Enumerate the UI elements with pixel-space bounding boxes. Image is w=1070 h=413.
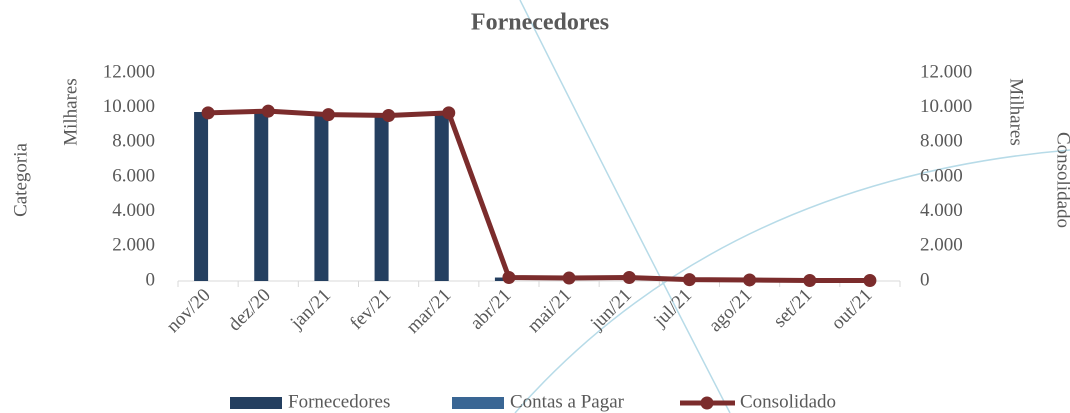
y-tick-label: 4.000: [112, 200, 155, 221]
x-tick-label: fev/21: [346, 285, 395, 334]
x-tick-label: out/21: [827, 285, 876, 334]
line-marker: [442, 106, 456, 120]
x-tick-label: jun/21: [586, 285, 636, 335]
y2-tick-label: 8.000: [920, 131, 963, 152]
y-tick-label: 6.000: [112, 165, 155, 186]
line-marker: [261, 104, 275, 118]
line: [208, 108, 870, 283]
bar: [494, 277, 509, 281]
line-marker: [743, 273, 757, 287]
bar: [434, 112, 449, 281]
y-tick-label: 10.000: [103, 96, 155, 117]
x-tick-label: nov/20: [163, 285, 215, 337]
y2-tick-label: 6.000: [920, 165, 963, 186]
y-tick-label: 8.000: [112, 131, 155, 152]
line-marker: [803, 273, 817, 287]
line-marker: [201, 106, 215, 120]
line-marker: [682, 273, 696, 287]
line-marker: [382, 108, 396, 122]
legend-swatch: [230, 397, 282, 409]
x-tick-label: jul/21: [649, 285, 696, 332]
y-tick-label: 12.000: [103, 61, 155, 82]
line-marker: [863, 273, 877, 287]
y2-tick-label: 0: [920, 269, 930, 290]
y-tick-label: 2.000: [112, 235, 155, 256]
bar: [254, 111, 269, 281]
y2-tick-label: 2.000: [920, 235, 963, 256]
bar: [194, 112, 209, 281]
line-marker: [562, 271, 576, 285]
x-tick-label: abr/21: [466, 285, 515, 334]
legend-swatch: [452, 397, 504, 409]
y-axis-label: Categoria: [10, 143, 31, 217]
decor-curve: [519, 0, 731, 413]
legend-swatch: [700, 396, 714, 410]
x-tick-label: mar/21: [402, 285, 455, 338]
line-marker: [321, 108, 335, 122]
legend-label: Consolidado: [740, 391, 836, 412]
x-tick-label: ago/21: [705, 285, 756, 336]
line-marker: [622, 271, 636, 285]
y2-tick-label: 4.000: [920, 200, 963, 221]
x-tick-label: jan/21: [286, 285, 335, 334]
x-tick-label: set/21: [769, 285, 816, 332]
y2-tick-label: 10.000: [920, 96, 972, 117]
legend-label: Fornecedores: [288, 391, 390, 412]
y2-tick-label: 12.000: [920, 61, 972, 82]
bar: [374, 114, 389, 281]
line-marker: [502, 271, 516, 285]
y2-unit-label: Milhares: [1006, 78, 1027, 146]
y2-axis-label: Consolidado: [1053, 132, 1070, 228]
legend-label: Contas a Pagar: [510, 391, 625, 412]
x-tick-label: mai/21: [524, 285, 576, 337]
decor-curve: [514, 149, 1070, 413]
x-tick-label: dez/20: [224, 285, 275, 336]
y-unit-label: Milhares: [60, 78, 81, 146]
y-tick-label: 0: [146, 269, 156, 290]
bar: [314, 113, 329, 281]
chart-title: Fornecedores: [471, 10, 609, 36]
